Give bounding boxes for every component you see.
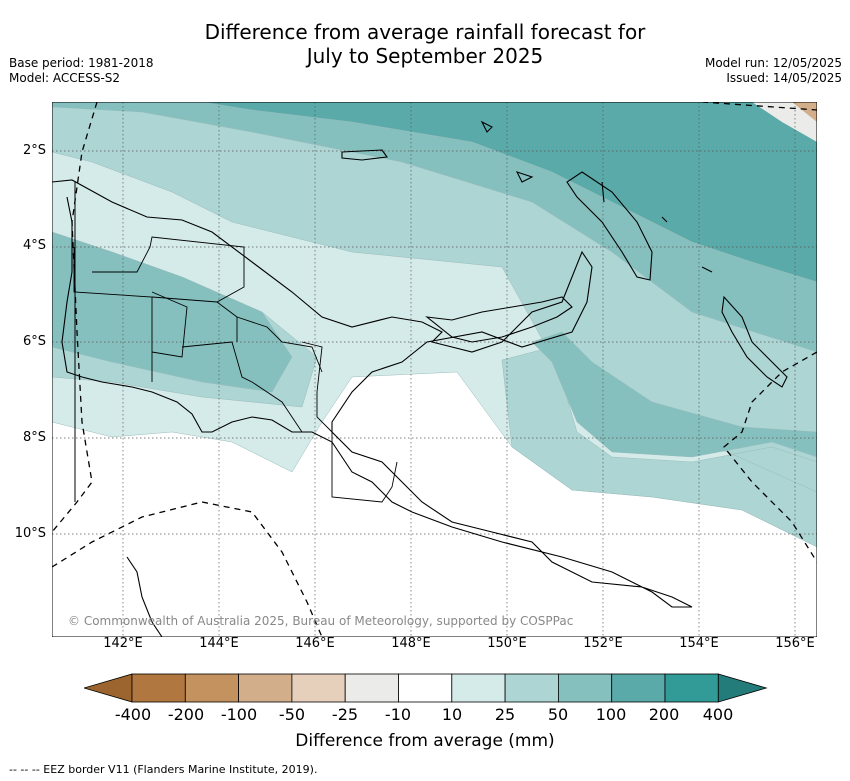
colorbar-cell (664, 673, 719, 703)
colorbar-cell (84, 673, 133, 703)
lon-label-146e: 146°E (295, 636, 335, 651)
colorbar-label: 400 (702, 705, 734, 724)
lat-label-8s: 8°S (22, 430, 46, 445)
colorbar-cell (238, 673, 293, 703)
new-guinea-coast (52, 179, 693, 608)
coastlines (52, 120, 788, 637)
rainfall-map (52, 102, 817, 637)
colorbar-label: 100 (595, 705, 627, 724)
colorbar-label: -200 (167, 705, 205, 724)
lat-label-2s: 2°S (22, 143, 46, 158)
lon-label-148e: 148°E (391, 636, 431, 651)
run-info: Model run: 12/05/2025 Issued: 14/05/2025 (705, 56, 842, 86)
lat-label-6s: 6°S (22, 334, 46, 349)
rainfall-contours (52, 102, 817, 637)
colorbar-cell (291, 673, 346, 703)
eez-borders (52, 102, 817, 637)
lon-label-150e: 150°E (487, 636, 527, 651)
lat-label-4s: 4°S (22, 238, 46, 253)
contour-neg-patch (752, 102, 817, 142)
colorbar (84, 673, 768, 703)
lon-label-154e: 154°E (679, 636, 719, 651)
colorbar-cell (451, 673, 506, 703)
map-title: Difference from average rainfall forecas… (0, 20, 850, 68)
colorbar-label: -400 (114, 705, 152, 724)
colorbar-label: -50 (278, 705, 306, 724)
colorbar-label: -25 (331, 705, 359, 724)
model-run: Model run: 12/05/2025 (704, 56, 842, 70)
colorbar-cell (717, 673, 768, 703)
base-period: Base period: 1981-2018 (9, 56, 154, 70)
lat-label-10s: 10°S (14, 526, 46, 541)
australia-coast (126, 556, 163, 637)
colorbar-label: -100 (220, 705, 258, 724)
issued-date: Issued: 14/05/2025 (726, 71, 842, 85)
manus-coast (341, 149, 388, 161)
bougainville-coast (721, 295, 788, 388)
lon-label-156e: 156°E (775, 636, 815, 651)
islands (480, 120, 713, 273)
colorbar-cell (398, 673, 453, 703)
colorbar-cell (504, 673, 559, 703)
title-line-2: July to September 2025 (306, 44, 544, 68)
colorbar-cell (557, 673, 613, 703)
colorbar-label: 200 (648, 705, 680, 724)
contour-100-200 (201, 102, 817, 283)
contour-neg-patch-2 (792, 102, 817, 122)
colorbar-label: 25 (494, 705, 516, 724)
model-info: Base period: 1981-2018 Model: ACCESS-S2 (9, 56, 154, 86)
lon-label-152e: 152°E (583, 636, 623, 651)
colorbar-cell (131, 673, 186, 703)
lon-label-144e: 144°E (199, 636, 239, 651)
colorbar-label: -10 (384, 705, 412, 724)
new-ireland-coast (566, 171, 653, 281)
colorbar-title: Difference from average (mm) (295, 731, 555, 751)
colorbar-label: 50 (547, 705, 569, 724)
colorbar-label: 10 (441, 705, 463, 724)
colorbar-cell (344, 673, 399, 703)
new-britain-coast (425, 296, 573, 343)
eez-legend-note: -- -- -- EEZ border V11 (Flanders Marine… (9, 763, 318, 776)
colorbar-cell (611, 673, 666, 703)
model-name: Model: ACCESS-S2 (9, 71, 121, 85)
lon-label-142e: 142°E (103, 636, 143, 651)
title-line-1: Difference from average rainfall forecas… (204, 20, 646, 44)
copyright-credit: © Commonwealth of Australia 2025, Bureau… (68, 614, 574, 628)
colorbar-cell (184, 673, 240, 703)
